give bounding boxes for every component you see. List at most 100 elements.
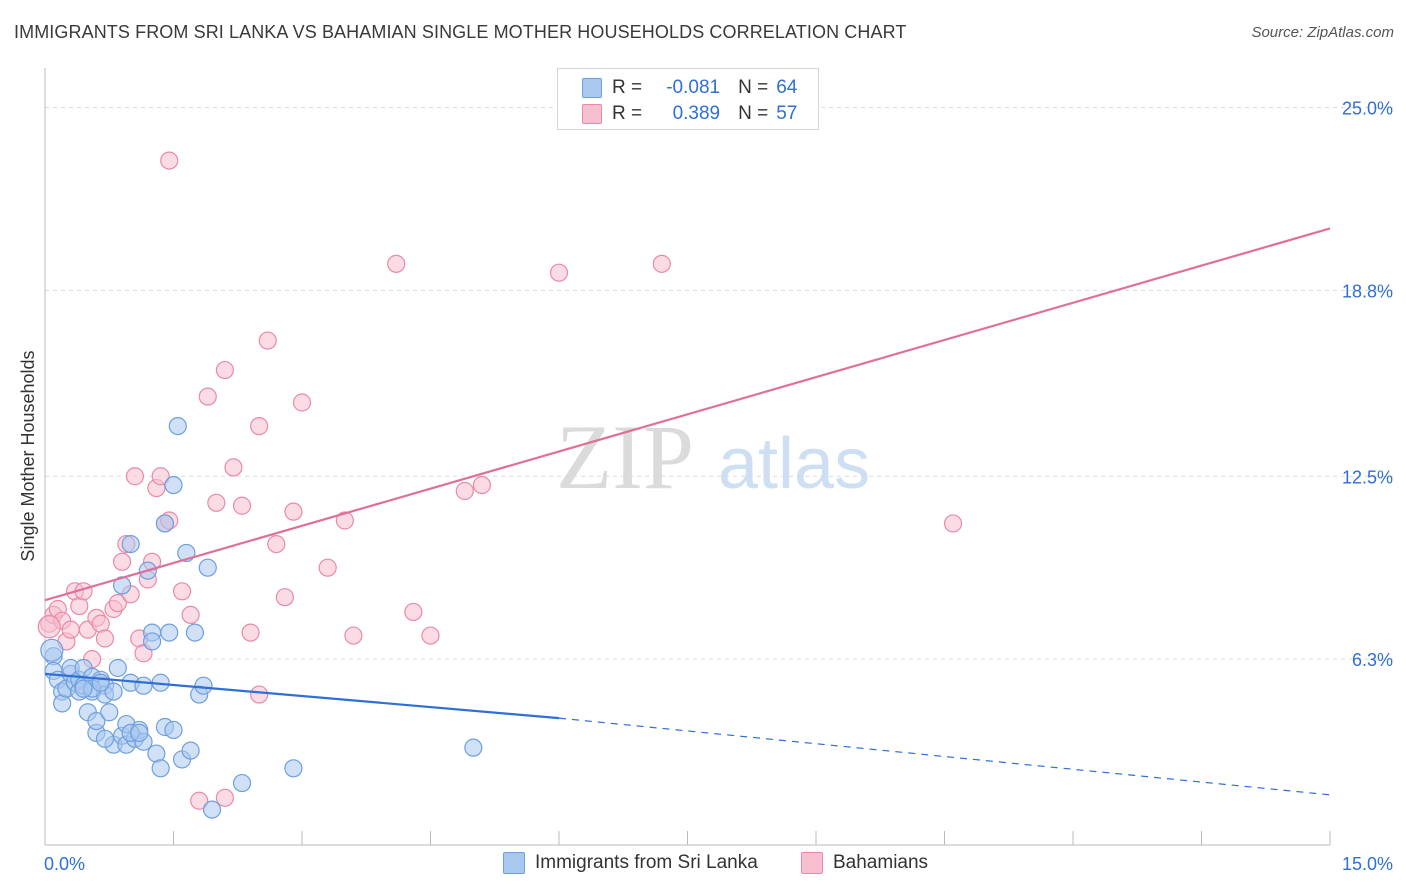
source-note: Source: ZipAtlas.com	[1251, 24, 1394, 41]
data-point	[172, 582, 192, 601]
watermark-zip: ZIP	[556, 406, 694, 508]
data-point	[549, 263, 569, 282]
legend-r-value: -0.081	[666, 77, 721, 98]
trend-line-sri-lanka-extension	[558, 717, 1331, 796]
trend-line-bahamians	[44, 227, 1331, 602]
data-point	[292, 393, 312, 412]
data-point	[130, 723, 149, 743]
data-point	[207, 493, 226, 512]
data-point	[108, 658, 127, 678]
watermark-atlas: atlas	[718, 424, 870, 504]
data-point	[151, 759, 170, 778]
data-point	[215, 360, 234, 380]
legend-n-value: 64	[776, 77, 798, 98]
x-tick-label: 0.0%	[44, 854, 85, 874]
data-point	[112, 552, 132, 571]
data-point	[275, 588, 294, 607]
data-point	[142, 632, 162, 651]
data-point	[125, 467, 145, 486]
y-tick-label: 25.0%	[1342, 99, 1393, 119]
data-point	[284, 502, 303, 521]
legend-row-bahamians: R = 0.389 N = 57	[582, 103, 797, 125]
data-point	[95, 629, 115, 648]
series-legend: Immigrants from Sri Lanka Bahamians	[0, 852, 1406, 878]
data-point	[87, 711, 106, 731]
legend-item-sri-lanka: Immigrants from Sri Lanka	[503, 852, 758, 874]
data-point	[344, 626, 363, 645]
data-point	[37, 615, 61, 639]
gridlines	[45, 107, 1395, 660]
y-tick-label: 12.5%	[1342, 467, 1393, 487]
data-point	[40, 638, 64, 662]
data-point	[91, 673, 110, 692]
data-point	[472, 476, 491, 495]
tick-labels: 6.3% 12.5% 18.8% 25.0% 0.0% 15.0%	[44, 99, 1393, 875]
data-point	[181, 605, 200, 625]
legend-swatch-pink	[582, 104, 602, 124]
data-point	[164, 720, 183, 740]
trend-lines	[44, 227, 1331, 796]
data-point	[134, 676, 153, 695]
trend-line-sri-lanka	[44, 672, 560, 720]
chart-title: IMMIGRANTS FROM SRI LANKA VS BAHAMIAN SI…	[14, 22, 907, 42]
data-point	[464, 738, 483, 757]
data-point	[181, 741, 200, 760]
legend-n-label: N =	[738, 103, 769, 124]
data-point	[318, 558, 337, 577]
data-point	[155, 514, 175, 533]
data-point	[232, 773, 252, 793]
axes	[44, 68, 1331, 846]
legend-n-value: 57	[776, 103, 798, 124]
y-tick-label: 6.3%	[1352, 650, 1393, 670]
data-point	[121, 534, 140, 554]
data-point	[185, 623, 205, 642]
legend-swatch-pink	[801, 852, 823, 874]
legend-label: Immigrants from Sri Lanka	[535, 852, 758, 873]
legend-swatch-blue	[582, 78, 602, 98]
data-point	[387, 254, 406, 273]
data-point	[198, 558, 217, 577]
data-point	[95, 729, 115, 748]
y-tick-label: 18.8%	[1342, 281, 1393, 301]
data-point	[168, 417, 187, 436]
data-point	[198, 387, 217, 406]
legend-label: Bahamians	[833, 852, 929, 873]
data-point	[104, 682, 123, 701]
data-point	[215, 788, 234, 807]
x-tick-label: 15.0%	[1342, 854, 1393, 874]
data-point	[241, 623, 260, 642]
data-point	[404, 602, 423, 622]
data-point	[284, 759, 303, 778]
data-point	[421, 626, 440, 645]
series-bahamians	[37, 151, 963, 810]
data-point	[160, 151, 179, 170]
data-point	[160, 623, 179, 642]
data-point	[267, 534, 286, 554]
legend-r-label: R =	[612, 77, 643, 98]
data-point	[108, 593, 127, 613]
data-point	[151, 467, 170, 486]
stats-legend: R = -0.081 N = 64 R = 0.389 N = 57	[557, 68, 819, 130]
legend-r-value: 0.389	[672, 103, 721, 124]
data-point	[258, 331, 277, 350]
data-point	[164, 476, 183, 495]
data-point	[61, 620, 80, 639]
legend-r-label: R =	[612, 103, 643, 124]
legend-row-sri-lanka: R = -0.081 N = 64	[582, 77, 797, 99]
data-point	[250, 685, 269, 704]
data-point	[652, 254, 671, 273]
data-point	[100, 703, 119, 722]
data-point	[250, 417, 269, 436]
data-point	[224, 458, 243, 477]
legend-n-label: N =	[738, 77, 769, 98]
data-point	[194, 676, 213, 695]
legend-item-bahamians: Bahamians	[801, 852, 928, 874]
data-point	[202, 800, 222, 819]
data-point	[335, 511, 354, 530]
data-point	[232, 496, 252, 515]
legend-swatch-blue	[503, 852, 525, 874]
y-axis-label: Single Mother Households	[18, 350, 38, 561]
data-point	[74, 679, 93, 698]
data-point	[943, 514, 963, 533]
